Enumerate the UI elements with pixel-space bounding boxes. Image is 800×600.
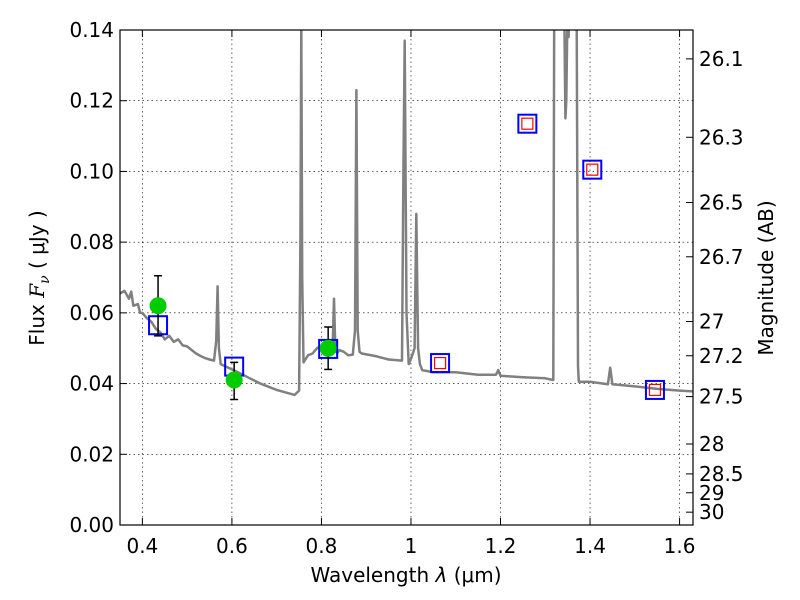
y2-axis-title: Magnitude (AB) (754, 200, 778, 355)
x-tick-label: 1.2 (485, 534, 517, 558)
series-layer (120, 30, 693, 397)
y-tick-label: 0.00 (69, 513, 114, 537)
model-photometry-square (582, 159, 603, 180)
markers (148, 113, 665, 401)
mag-tick-label: 28.5 (699, 462, 744, 486)
plot-frame (119, 29, 694, 526)
mag-tick-label: 26.7 (699, 245, 744, 269)
y-tick-label: 0.06 (69, 301, 114, 325)
y-tick-label: 0.12 (69, 89, 114, 113)
mag-tick-label: 28 (699, 432, 724, 456)
x-tick-label: 0.4 (126, 534, 158, 558)
mag-tick-label: 26.1 (699, 47, 744, 71)
plot-area (120, 30, 693, 397)
model-photometry-square (644, 379, 665, 400)
x-tick-label: 1 (405, 534, 418, 558)
observed-photometry-point (319, 339, 337, 357)
observed-nodetect-square (433, 356, 447, 370)
observed-photometry-point (225, 371, 243, 389)
tick-labels: 0.4 0.6 0.8 1 1.2 1.4 1.6 0.00 0.02 0.04 0.06 0.08 0… (69, 18, 743, 558)
spectrum-line (120, 30, 693, 397)
mag-tick-label: 27.2 (699, 344, 744, 368)
observed-nodetect-square (586, 163, 599, 176)
model-photometry-square (430, 353, 451, 374)
axis-ticks (120, 29, 693, 526)
x-tick-label: 1.4 (574, 534, 606, 558)
y-tick-label: 0.14 (69, 18, 114, 42)
x-axis-title: Wavelength λ (μm) (310, 563, 501, 587)
observed-nodetect-square (521, 117, 534, 130)
y-tick-label: 0.10 (69, 159, 114, 183)
mag-tick-label: 27 (699, 310, 724, 334)
x-tick-label: 0.8 (306, 534, 338, 558)
observed-nodetect-square (648, 383, 662, 397)
y-tick-label: 0.04 (69, 372, 114, 396)
mag-tick-label: 26.5 (699, 191, 744, 215)
x-tick-label: 0.6 (216, 534, 248, 558)
y-tick-label: 0.08 (69, 230, 114, 254)
observed-photometry-point (149, 297, 167, 315)
mag-tick-label: 30 (699, 500, 724, 524)
y-axis-title: Flux Fν ( μJy ) (25, 210, 53, 345)
x-tick-label: 1.6 (664, 534, 696, 558)
mag-tick-label: 26.3 (699, 125, 744, 149)
model-photometry-square (517, 113, 538, 134)
mag-tick-label: 29 (699, 481, 724, 505)
mag-tick-label: 27.5 (699, 385, 744, 409)
y-tick-label: 0.02 (69, 442, 114, 466)
